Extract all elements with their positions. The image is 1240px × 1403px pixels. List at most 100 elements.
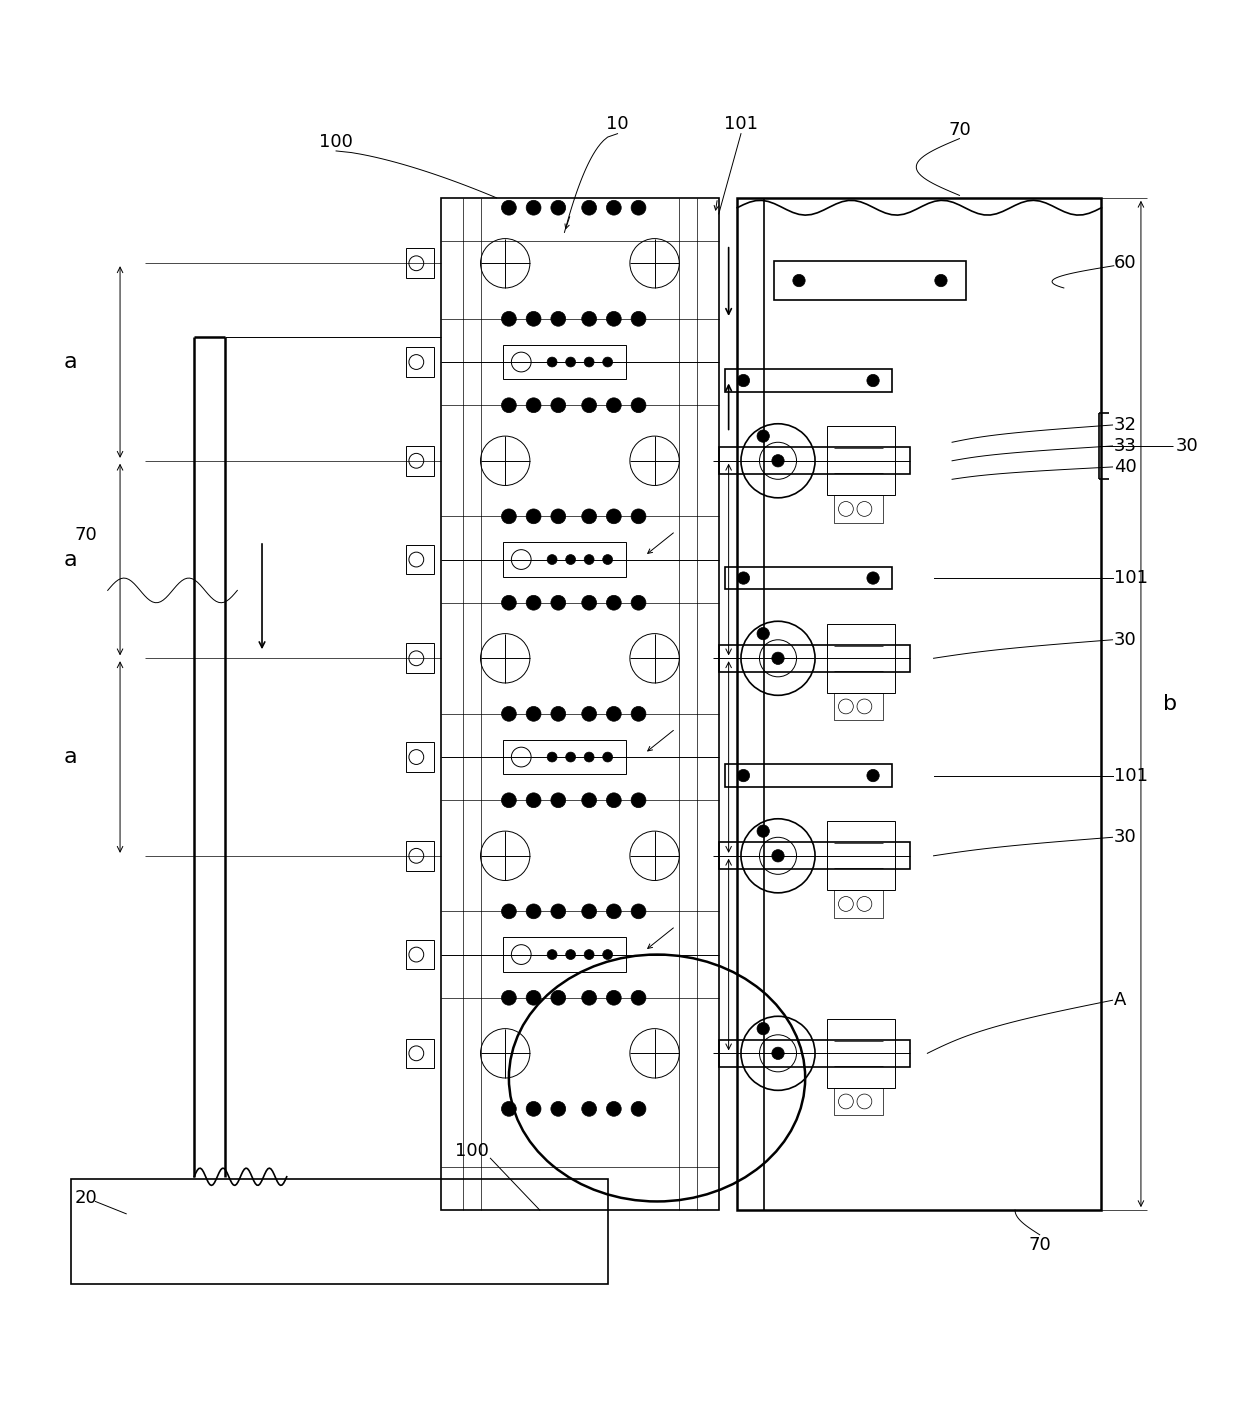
Bar [833,693,883,720]
Circle shape [758,1023,769,1035]
Text: 70: 70 [74,526,97,544]
Circle shape [606,1101,621,1117]
Bar [827,624,895,693]
Circle shape [582,201,596,215]
Circle shape [547,358,557,368]
Bar [441,198,719,1211]
Circle shape [738,769,750,781]
Circle shape [606,595,621,610]
Circle shape [603,554,613,564]
Circle shape [584,752,594,762]
Circle shape [526,1101,541,1117]
Circle shape [565,554,575,564]
Bar [725,567,892,589]
Text: a: a [63,352,77,372]
Text: 10: 10 [606,115,629,133]
Circle shape [551,201,565,215]
Text: 70: 70 [1028,1236,1052,1254]
Circle shape [867,375,879,387]
Circle shape [582,311,596,327]
Circle shape [631,398,646,412]
Text: 100: 100 [319,133,353,152]
Text: 101: 101 [724,115,758,133]
Bar [719,448,910,474]
Bar [502,542,626,577]
Circle shape [771,850,784,861]
Circle shape [582,509,596,523]
Circle shape [792,275,805,286]
Circle shape [547,752,557,762]
Circle shape [501,311,516,327]
Circle shape [526,398,541,412]
Circle shape [565,752,575,762]
Circle shape [551,398,565,412]
Text: 101: 101 [1114,570,1148,586]
Text: 101: 101 [1114,766,1148,784]
Circle shape [771,652,784,665]
Circle shape [631,201,646,215]
Circle shape [551,793,565,808]
Text: 70: 70 [949,121,971,139]
Bar [827,821,895,891]
Circle shape [631,904,646,919]
Circle shape [603,950,613,960]
Text: a: a [63,550,77,570]
Circle shape [631,991,646,1005]
Bar [407,544,434,574]
Circle shape [501,991,516,1005]
Bar [719,1040,910,1066]
Circle shape [551,904,565,919]
Circle shape [606,201,621,215]
Circle shape [501,398,516,412]
Circle shape [526,904,541,919]
Circle shape [631,707,646,721]
Circle shape [758,429,769,442]
Circle shape [551,991,565,1005]
Circle shape [582,595,596,610]
Circle shape [935,275,947,286]
Circle shape [606,991,621,1005]
Circle shape [867,572,879,584]
Bar [407,248,434,278]
Bar [502,739,626,774]
Circle shape [501,201,516,215]
Circle shape [606,707,621,721]
Circle shape [565,358,575,368]
Circle shape [738,572,750,584]
Text: b: b [1163,694,1177,714]
Circle shape [551,311,565,327]
Circle shape [582,1101,596,1117]
Circle shape [551,1101,565,1117]
Circle shape [606,398,621,412]
Circle shape [603,358,613,368]
Bar [827,427,895,495]
Circle shape [584,950,594,960]
Circle shape [501,793,516,808]
Circle shape [758,825,769,838]
Text: 100: 100 [455,1142,489,1160]
Circle shape [582,398,596,412]
Bar [407,940,434,969]
Text: 60: 60 [1114,254,1136,272]
Bar [833,495,883,522]
Circle shape [631,311,646,327]
Circle shape [771,455,784,467]
Bar [407,742,434,772]
Circle shape [551,707,565,721]
Circle shape [547,554,557,564]
Text: 40: 40 [1114,457,1137,476]
Circle shape [631,1101,646,1117]
Circle shape [501,707,516,721]
Circle shape [582,707,596,721]
Circle shape [526,201,541,215]
Circle shape [547,950,557,960]
Circle shape [565,950,575,960]
Circle shape [582,991,596,1005]
Bar [407,1038,434,1068]
Circle shape [867,769,879,781]
Text: a: a [63,746,77,767]
Bar [827,1019,895,1087]
Circle shape [771,1047,784,1059]
Bar [725,765,892,787]
Circle shape [738,375,750,387]
